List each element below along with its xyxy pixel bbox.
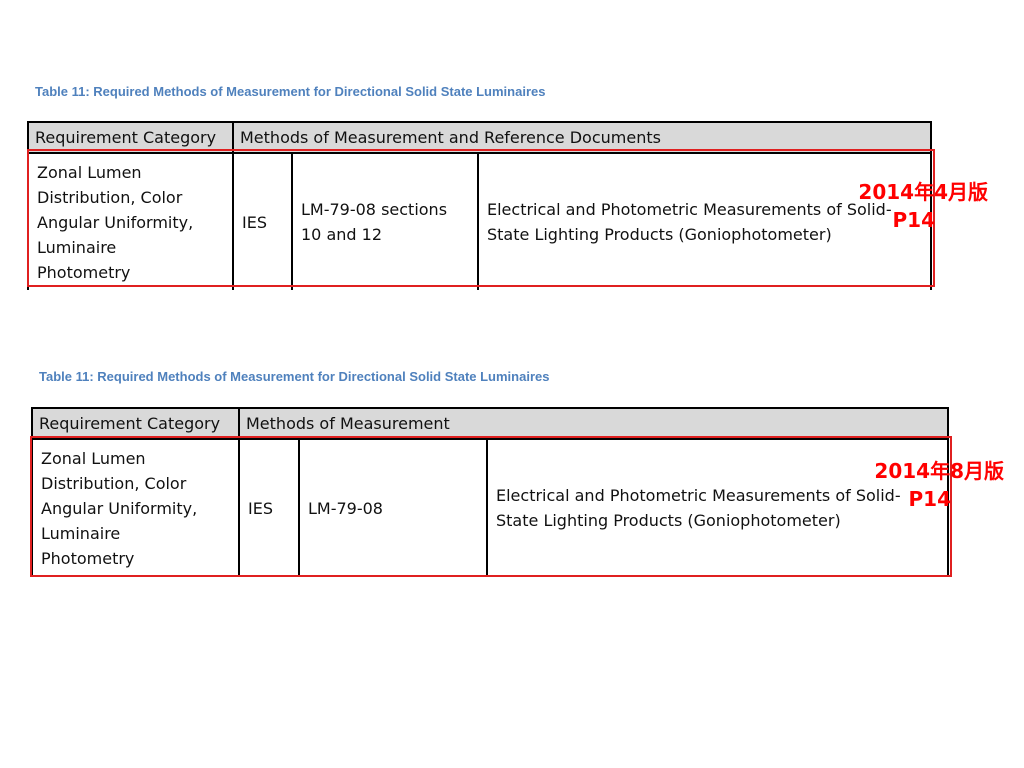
table-2-version-text: 2014年8月版 [874, 459, 1004, 483]
table-1-cell-method: LM-79-08 sections 10 and 12 [291, 153, 479, 290]
table-2-header-methods: Methods of Measurement [238, 407, 949, 440]
table-2: Requirement Category Methods of Measurem… [31, 407, 949, 576]
table-1: Requirement Category Methods of Measurem… [27, 121, 932, 290]
table-2-highlight-box [30, 436, 952, 577]
table-1-cell-reference: Electrical and Photometric Measurements … [477, 153, 932, 290]
table-1-caption: Table 11: Required Methods of Measuremen… [35, 84, 546, 99]
table-2-caption: Table 11: Required Methods of Measuremen… [39, 369, 550, 384]
table-2-cell-reference: Electrical and Photometric Measurements … [486, 439, 949, 576]
table-1-version-annotation: 2014年4月版 P14 [838, 178, 988, 234]
table-2-row: Zonal Lumen Distribution, Color Angular … [31, 439, 949, 576]
table-2-cell-method: LM-79-08 [298, 439, 488, 576]
table-1-header-row: Requirement Category Methods of Measurem… [27, 121, 932, 154]
table-1-version-text: 2014年4月版 [858, 180, 988, 204]
table-1-page-text: P14 [892, 208, 936, 232]
table-2-cell-org: IES [238, 439, 300, 576]
table-1-highlight-box [27, 149, 935, 287]
table-2-cell-category: Zonal Lumen Distribution, Color Angular … [31, 439, 240, 576]
table-1-row: Zonal Lumen Distribution, Color Angular … [27, 153, 932, 290]
table-2-header-row: Requirement Category Methods of Measurem… [31, 407, 949, 440]
table-1-header-methods: Methods of Measurement and Reference Doc… [232, 121, 932, 154]
table-1-header-category: Requirement Category [27, 121, 234, 154]
table-1-cell-org: IES [232, 153, 293, 290]
table-2-version-annotation: 2014年8月版 P14 [854, 457, 1004, 513]
table-2-page-text: P14 [908, 487, 952, 511]
table-2-header-category: Requirement Category [31, 407, 240, 440]
table-1-cell-category: Zonal Lumen Distribution, Color Angular … [27, 153, 234, 290]
